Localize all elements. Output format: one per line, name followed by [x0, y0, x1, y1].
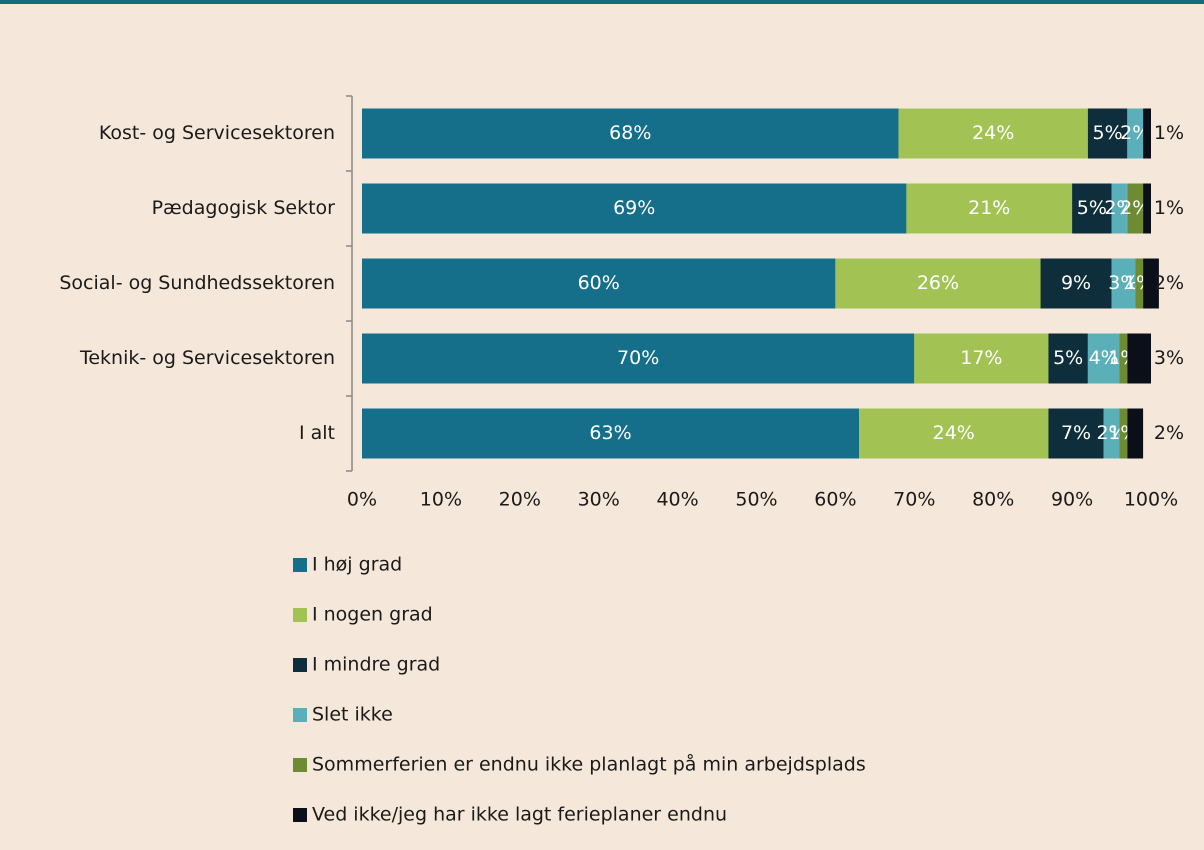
bar-segment	[1048, 408, 1104, 459]
bar-segment	[362, 108, 899, 159]
value-label: 24%	[933, 422, 975, 444]
bar-segment	[1111, 258, 1136, 309]
value-label: 7%	[1061, 422, 1091, 444]
bar-segment	[1143, 108, 1151, 159]
bar-segment	[1127, 333, 1151, 384]
bar-segment	[1048, 333, 1088, 384]
legend-swatch	[293, 708, 307, 722]
x-tick-label: 10%	[420, 489, 462, 511]
x-tick-label: 0%	[347, 489, 377, 511]
value-label: 70%	[617, 347, 659, 369]
value-label: 2%	[1154, 272, 1184, 294]
bar-segment	[898, 108, 1088, 159]
x-tick-label: 70%	[893, 489, 935, 511]
x-tick-label: 40%	[656, 489, 698, 511]
value-label: 2%	[1120, 122, 1150, 144]
bar-segment	[362, 258, 836, 309]
value-label: 68%	[609, 122, 651, 144]
value-label: 5%	[1053, 347, 1083, 369]
bar-segment	[1143, 258, 1159, 309]
bar-segment	[1087, 333, 1120, 384]
category-label: Teknik- og Servicesektoren	[79, 347, 335, 369]
x-tick-label: 100%	[1124, 489, 1178, 511]
bar-segment	[362, 408, 860, 459]
value-label: 2%	[1104, 197, 1134, 219]
value-label: 17%	[960, 347, 1002, 369]
x-tick-label: 20%	[499, 489, 541, 511]
legend-label: Slet ikke	[312, 704, 393, 726]
bar-segment	[1040, 258, 1112, 309]
bar-segment	[1143, 183, 1151, 234]
bar-segment	[1072, 183, 1112, 234]
bar-segment	[1111, 183, 1128, 234]
value-label: 5%	[1093, 122, 1123, 144]
legend-swatch	[293, 658, 307, 672]
x-tick-label: 80%	[972, 489, 1014, 511]
value-label: 9%	[1061, 272, 1091, 294]
legend-swatch	[293, 808, 307, 822]
bar-segment	[914, 333, 1049, 384]
bar-segment	[1135, 258, 1144, 309]
category-label: Social- og Sundhedssektoren	[59, 272, 335, 294]
bar-segment	[835, 258, 1041, 309]
value-label: 2%	[1096, 422, 1126, 444]
category-label: Pædagogisk Sektor	[152, 197, 336, 219]
bar-segment	[1103, 408, 1120, 459]
value-label: 63%	[589, 422, 631, 444]
x-tick-label: 50%	[735, 489, 777, 511]
category-label: Kost- og Servicesektoren	[99, 122, 335, 144]
legend-swatch	[293, 608, 307, 622]
value-label: 24%	[972, 122, 1014, 144]
value-label: 3%	[1154, 347, 1184, 369]
top-border	[0, 0, 1204, 4]
bar-segment	[1119, 408, 1128, 459]
category-label: I alt	[299, 422, 335, 444]
bar-segment	[362, 333, 915, 384]
value-label: 2%	[1154, 422, 1184, 444]
legend-label: I høj grad	[312, 554, 402, 576]
value-label: 69%	[613, 197, 655, 219]
bar-segment	[1119, 333, 1128, 384]
legend-label: Sommerferien er endnu ikke planlagt på m…	[312, 753, 866, 776]
legend-label: I mindre grad	[312, 654, 440, 676]
legend-swatch	[293, 758, 307, 772]
x-tick-label: 30%	[578, 489, 620, 511]
x-tick-label: 60%	[814, 489, 856, 511]
value-label: 1%	[1154, 122, 1184, 144]
bar-segment	[906, 183, 1073, 234]
value-label: 2%	[1120, 197, 1150, 219]
value-label: 21%	[968, 197, 1010, 219]
x-tick-label: 90%	[1051, 489, 1093, 511]
legend-swatch	[293, 558, 307, 572]
bar-segment	[1127, 408, 1144, 459]
value-label: 3%	[1108, 272, 1138, 294]
value-label: 4%	[1089, 347, 1119, 369]
value-label: 26%	[917, 272, 959, 294]
legend-label: I nogen grad	[312, 604, 433, 626]
bar-segment	[1087, 108, 1128, 159]
bar-segment	[859, 408, 1049, 459]
bar-segment	[1127, 108, 1144, 159]
value-label: 5%	[1077, 197, 1107, 219]
value-label: 1%	[1154, 197, 1184, 219]
legend-label: Ved ikke/jeg har ikke lagt ferieplaner e…	[312, 804, 727, 826]
bar-segment	[1127, 183, 1144, 234]
bar-segment	[362, 183, 907, 234]
value-label: 60%	[578, 272, 620, 294]
